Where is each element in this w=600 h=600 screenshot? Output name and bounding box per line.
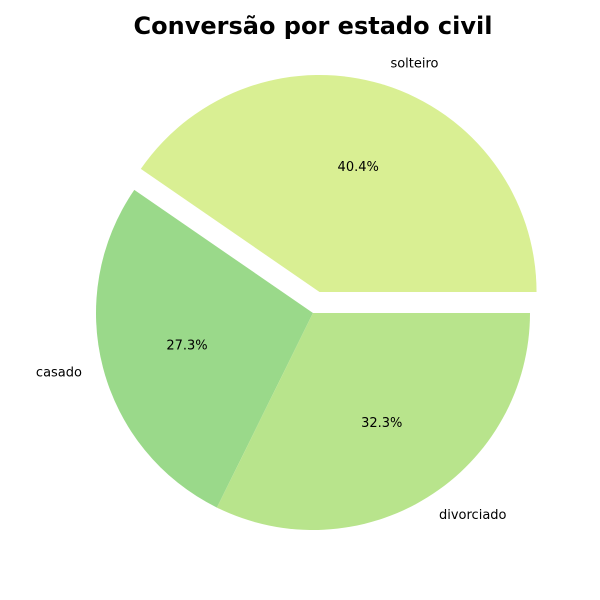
- pie-slices: [95, 74, 537, 530]
- pie-slice-divorciado: [216, 313, 531, 530]
- slice-label-divorciado: divorciado: [439, 508, 507, 523]
- slice-percent-casado: 27.3%: [166, 338, 207, 353]
- pie-labels: solteiro 40.4% casado 27.3% divorciado 32.3%: [36, 57, 507, 524]
- slice-label-casado: casado: [36, 366, 82, 381]
- pie-slice-casado: [95, 189, 313, 508]
- chart-title: Conversão por estado civil: [134, 12, 493, 40]
- slice-percent-solteiro: 40.4%: [338, 160, 379, 175]
- slice-label-solteiro: solteiro: [390, 57, 438, 72]
- slice-percent-divorciado: 32.3%: [361, 416, 402, 431]
- pie-slice-solteiro: [140, 74, 537, 292]
